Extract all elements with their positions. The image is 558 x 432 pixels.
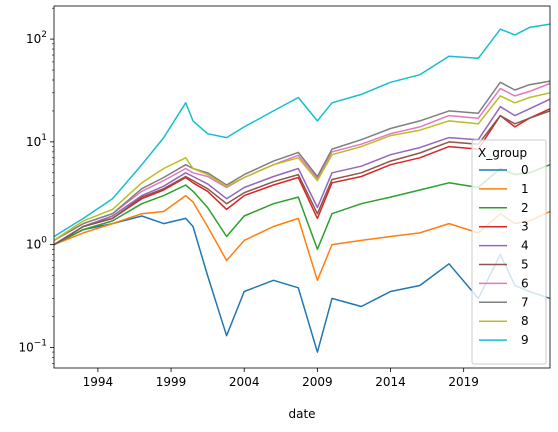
series-lines: [53, 23, 551, 353]
series-line-3: [53, 108, 551, 246]
y-tick-label: 102: [26, 30, 47, 46]
legend-label-3: 3: [521, 220, 529, 234]
y-tick-base: 10: [26, 135, 41, 149]
x-tick-label: 2009: [302, 375, 333, 389]
legend-label-2: 2: [521, 201, 529, 215]
y-tick-exponent: 0: [41, 236, 47, 246]
x-tick-label: 1994: [83, 375, 114, 389]
y-tick-exponent: 2: [41, 30, 47, 40]
y-tick-label: 100: [26, 236, 47, 252]
y-tick-base: 10: [18, 340, 33, 354]
y-tick-base: 10: [26, 238, 41, 252]
y-tick-exponent: 1: [41, 133, 47, 143]
legend-label-1: 1: [521, 182, 529, 196]
legend-label-6: 6: [521, 276, 529, 290]
legend-label-0: 0: [521, 163, 529, 177]
x-tick-label: 2004: [229, 375, 260, 389]
legend-label-7: 7: [521, 295, 529, 309]
y-tick-exponent: −1: [34, 338, 47, 348]
x-tick-label: 2014: [375, 375, 406, 389]
x-tick-label: 1999: [156, 375, 187, 389]
x-axis-ticks: 1994 1999 2004 2009 2014 2019: [83, 368, 479, 389]
plot-frame: [53, 5, 551, 369]
y-tick-label: 10−1: [18, 338, 47, 354]
x-tick-label: 2019: [448, 375, 479, 389]
series-line-5: [53, 110, 551, 246]
legend-items: 0 1 2 3 4 5 6 7 8 9: [479, 163, 529, 347]
legend-label-4: 4: [521, 239, 529, 253]
legend-label-5: 5: [521, 258, 529, 272]
legend-frame: [471, 139, 547, 365]
series-line-6: [53, 82, 551, 242]
series-line-8: [53, 92, 551, 242]
series-line-7: [53, 80, 551, 242]
x-axis-label: date: [288, 407, 315, 421]
y-tick-label: 101: [26, 133, 47, 149]
legend-label-9: 9: [521, 333, 529, 347]
legend-title: X_group: [478, 146, 527, 160]
series-line-4: [53, 98, 551, 246]
legend-label-8: 8: [521, 314, 529, 328]
legend: X_group 0 1 2 3 4 5 6 7 8 9: [471, 139, 547, 365]
series-line-9: [53, 23, 551, 238]
y-tick-base: 10: [26, 32, 41, 46]
